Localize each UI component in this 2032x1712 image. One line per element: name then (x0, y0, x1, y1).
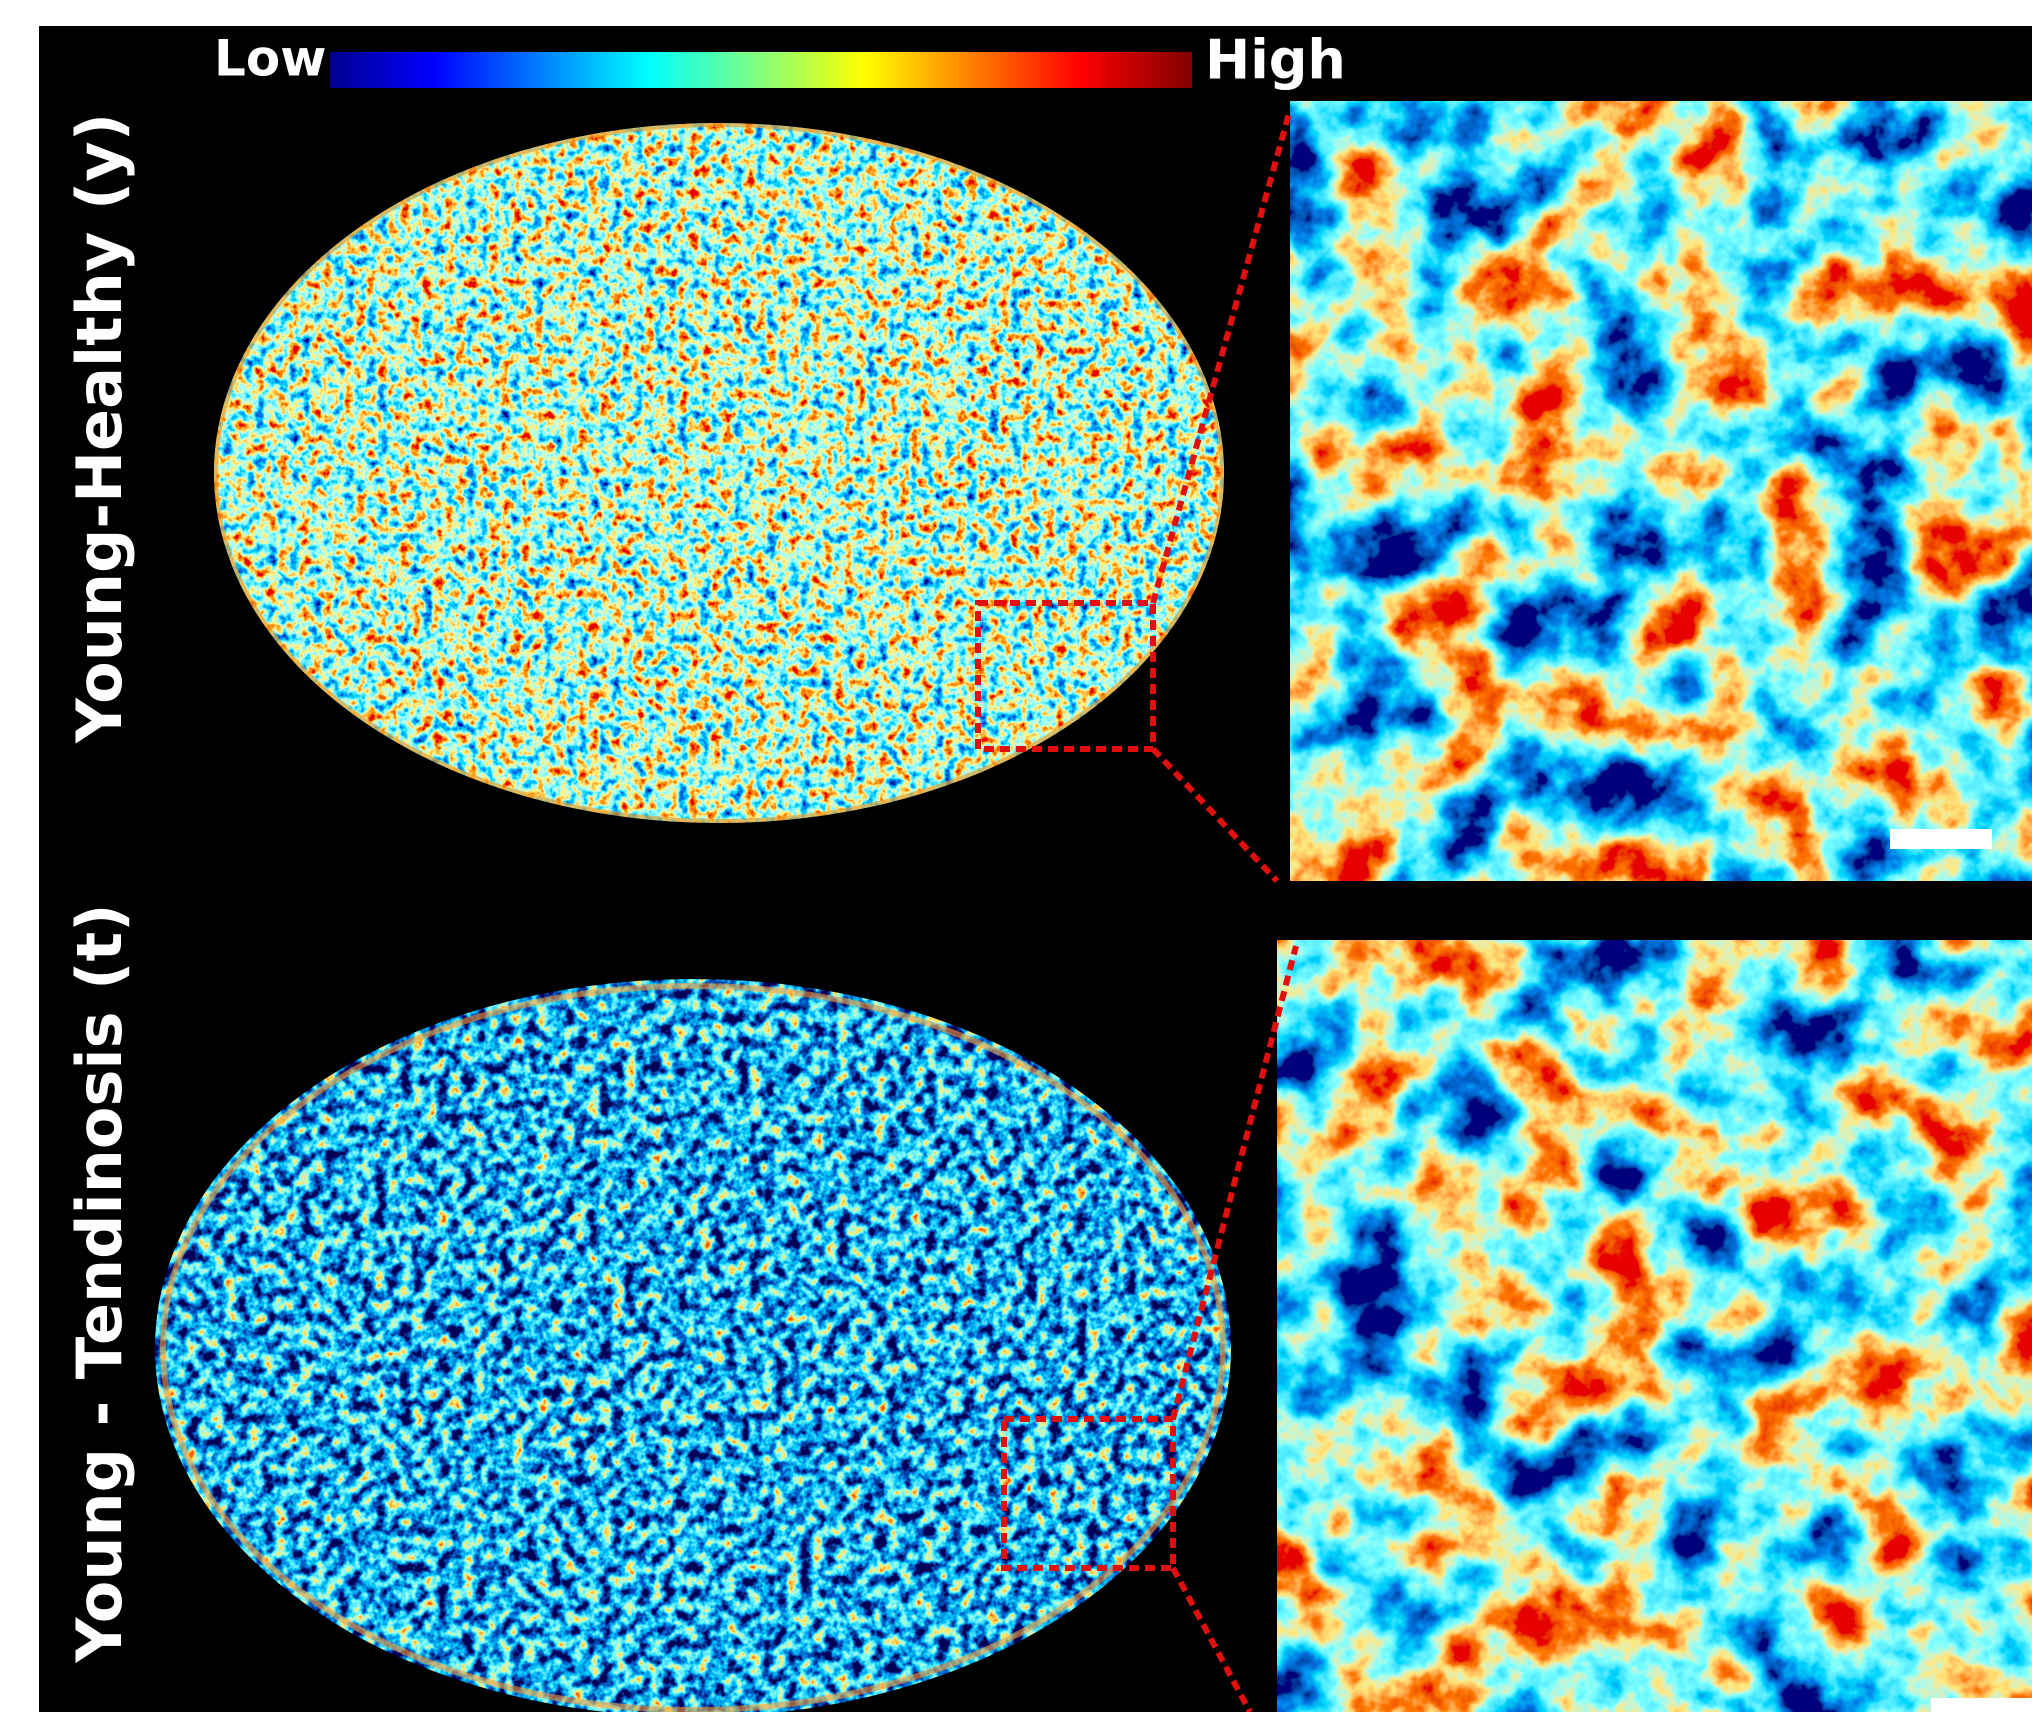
row-label: Young-Healthy (y) (63, 113, 136, 744)
colorbar-low-label: Low (214, 30, 326, 88)
scale-bar (1931, 1698, 2032, 1712)
zoom-image (1277, 940, 2032, 1712)
zoom-image (1290, 101, 2032, 881)
figure: Low High Young-Healthy (y) Young - Tendi… (0, 0, 2032, 1712)
page: {"colorbar": {"low_label": "Low", "high_… (0, 0, 2032, 1712)
colorbar (330, 52, 1192, 88)
colorbar-high-label: High (1205, 29, 1346, 92)
nucleus-image (214, 123, 1224, 823)
row-label: Young - Tendinosis (t) (63, 904, 136, 1664)
scale-bar (1890, 829, 1992, 849)
